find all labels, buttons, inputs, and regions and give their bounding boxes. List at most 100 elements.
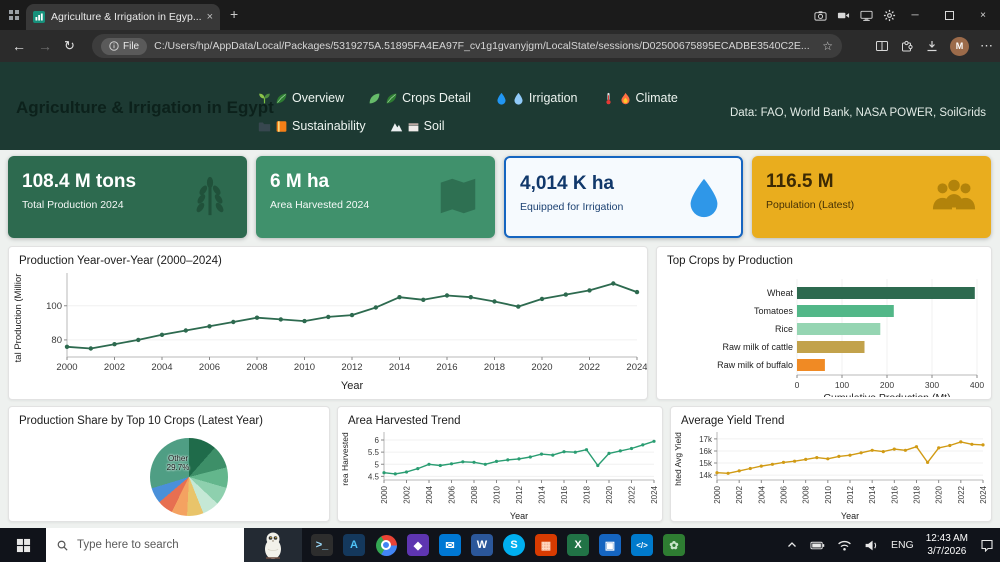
- video-camera-icon[interactable]: [837, 9, 850, 22]
- language-indicator[interactable]: ENG: [891, 539, 914, 551]
- taskbar-mail-icon[interactable]: ✉: [434, 528, 466, 562]
- svg-text:2006: 2006: [780, 485, 789, 503]
- svg-text:2006: 2006: [199, 362, 220, 373]
- clock-time: 12:43 AM: [926, 532, 968, 545]
- svg-text:2004: 2004: [425, 485, 434, 503]
- chart-title: Average Yield Trend: [671, 407, 991, 429]
- svg-text:80: 80: [51, 335, 62, 346]
- svg-text:2012: 2012: [341, 362, 362, 373]
- svg-text:16k: 16k: [699, 447, 713, 456]
- search-highlight-owl-image[interactable]: [244, 528, 302, 562]
- svg-text:17k: 17k: [699, 435, 713, 444]
- svg-text:2006: 2006: [448, 485, 457, 503]
- svg-text:Year: Year: [841, 511, 859, 521]
- tab-title: Agriculture & Irrigation in Egyp...: [51, 11, 201, 23]
- action-center-icon[interactable]: [980, 538, 994, 552]
- book-icon: [275, 120, 288, 133]
- svg-text:2000: 2000: [56, 362, 77, 373]
- start-button[interactable]: [0, 528, 46, 562]
- minimize-button[interactable]: ─: [898, 0, 932, 30]
- svg-text:2014: 2014: [868, 485, 877, 503]
- windows-logo-icon: [16, 538, 31, 553]
- extensions-puzzle-icon[interactable]: [900, 39, 914, 53]
- nav-item-climate[interactable]: Climate: [602, 84, 678, 112]
- svg-text:2004: 2004: [757, 485, 766, 503]
- nav-item-sustainability[interactable]: Sustainability: [258, 112, 366, 140]
- taskbar-app-a-icon[interactable]: A: [338, 528, 370, 562]
- area-harvested-line-chart: 4.555.5620002002200420062008201020122014…: [338, 429, 663, 521]
- folder-icon: [258, 120, 271, 133]
- svg-text:6: 6: [375, 436, 380, 445]
- taskbar-vscode-icon[interactable]: </>: [626, 528, 658, 562]
- pie-callout-name: Other: [156, 454, 200, 463]
- production-yoy-line-chart: 8010020002002200420062008201020122014201…: [9, 269, 648, 397]
- nav-item-soil[interactable]: Soil: [390, 112, 445, 140]
- battery-icon[interactable]: [810, 539, 825, 552]
- taskbar-app-purple-icon[interactable]: ◆: [402, 528, 434, 562]
- svg-text:2010: 2010: [294, 362, 315, 373]
- svg-text:2022: 2022: [628, 485, 637, 503]
- taskbar-terminal-icon[interactable]: >_: [306, 528, 338, 562]
- svg-text:2024: 2024: [626, 362, 647, 373]
- maximize-button[interactable]: [932, 0, 966, 30]
- svg-text:2022: 2022: [957, 485, 966, 503]
- profile-avatar[interactable]: M: [950, 37, 969, 56]
- nav-item-irrigation[interactable]: Irrigation: [495, 84, 578, 112]
- address-bar[interactable]: File C:/Users/hp/AppData/Local/Packages/…: [92, 34, 842, 58]
- svg-text:2022: 2022: [579, 362, 600, 373]
- nav-item-label: Crops Detail: [402, 91, 471, 105]
- chart-title: Production Share by Top 10 Crops (Latest…: [9, 407, 329, 429]
- url-text[interactable]: C:/Users/hp/AppData/Local/Packages/53192…: [154, 40, 815, 52]
- taskbar-word-icon[interactable]: W: [466, 528, 498, 562]
- info-icon: [109, 41, 119, 51]
- close-button[interactable]: ×: [966, 0, 1000, 30]
- search-placeholder: Type here to search: [77, 539, 179, 551]
- svg-text:Tomatoes: Tomatoes: [754, 306, 794, 316]
- people-icon: [931, 173, 977, 219]
- browser-menu-icon[interactable]: ⋯: [980, 38, 993, 54]
- clock-date: 3/7/2026: [926, 545, 968, 558]
- forward-button[interactable]: →: [38, 30, 52, 62]
- nav-item-crops-detail[interactable]: Crops Detail: [368, 84, 471, 112]
- svg-text:2016: 2016: [436, 362, 457, 373]
- svg-text:14k: 14k: [699, 471, 713, 480]
- bookmark-star-icon[interactable]: ☆: [822, 39, 833, 53]
- back-button[interactable]: ←: [12, 30, 26, 62]
- camera-icon[interactable]: [814, 9, 827, 22]
- leaf-light-icon: [368, 92, 381, 105]
- nav-item-overview[interactable]: Overview: [258, 84, 344, 112]
- tray-expand-chevron-icon[interactable]: [786, 539, 798, 551]
- svg-text:300: 300: [925, 380, 939, 390]
- capture-toolbar: [814, 0, 896, 30]
- taskbar-office-icon[interactable]: ▦: [530, 528, 562, 562]
- svg-text:Rice: Rice: [775, 324, 793, 334]
- split-screen-icon[interactable]: [875, 39, 889, 53]
- average-yield-line-chart: 14k15k16k17k2000200220042006200820102012…: [671, 429, 992, 521]
- svg-text:200: 200: [880, 380, 894, 390]
- taskbar-excel-icon[interactable]: X: [562, 528, 594, 562]
- taskbar-search[interactable]: Type here to search: [46, 528, 302, 562]
- svg-text:Raw milk of cattle: Raw milk of cattle: [722, 342, 793, 352]
- taskbar-chrome-icon[interactable]: [370, 528, 402, 562]
- svg-text:2020: 2020: [531, 362, 552, 373]
- downloads-icon[interactable]: [925, 39, 939, 53]
- volume-icon[interactable]: [864, 539, 879, 552]
- network-wifi-icon[interactable]: [837, 539, 852, 552]
- taskbar-skype-icon[interactable]: S: [498, 528, 530, 562]
- svg-text:2002: 2002: [104, 362, 125, 373]
- taskbar-photos-icon[interactable]: ▣: [594, 528, 626, 562]
- svg-text:hted Avg Yield: hted Avg Yield: [673, 432, 683, 486]
- browser-tab[interactable]: Agriculture & Irrigation in Egyp... ×: [26, 4, 220, 30]
- new-tab-button[interactable]: +: [230, 6, 238, 22]
- tab-options-grid-icon[interactable]: [8, 9, 20, 21]
- leaf-icon: [385, 92, 398, 105]
- reload-button[interactable]: ↻: [64, 30, 75, 62]
- chart-title: Top Crops by Production: [657, 247, 991, 269]
- tab-close-icon[interactable]: ×: [207, 11, 213, 23]
- settings-gear-icon[interactable]: [883, 9, 896, 22]
- svg-text:2018: 2018: [484, 362, 505, 373]
- taskbar-clock[interactable]: 12:43 AM 3/7/2026: [926, 532, 968, 558]
- nav-item-label: Soil: [424, 119, 445, 133]
- taskbar-eco-app-icon[interactable]: ✿: [658, 528, 690, 562]
- screen-share-icon[interactable]: [860, 9, 873, 22]
